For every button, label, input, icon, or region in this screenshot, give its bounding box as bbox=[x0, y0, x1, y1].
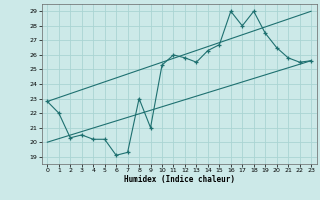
X-axis label: Humidex (Indice chaleur): Humidex (Indice chaleur) bbox=[124, 175, 235, 184]
